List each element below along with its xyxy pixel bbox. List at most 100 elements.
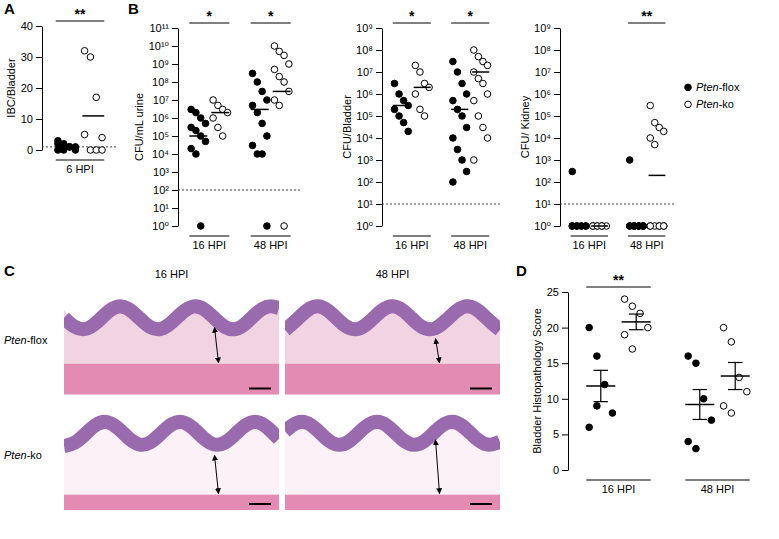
category-bar: [685, 479, 749, 480]
data-point: [720, 403, 727, 410]
figure: A010203040IBC/Bladder6 HPI**B10⁰10¹10²10…: [0, 0, 779, 539]
data-point: [93, 94, 100, 101]
legend-marker: [685, 101, 692, 108]
data-point: [693, 360, 700, 367]
tick-mark: [376, 204, 382, 205]
data-point: [193, 151, 200, 158]
tick: 5: [553, 428, 568, 440]
legend-marker: [685, 84, 692, 91]
tick-label: 10²: [357, 176, 373, 188]
tick-label: 10¹¹: [149, 22, 169, 34]
significance-label: *: [467, 8, 473, 24]
muscle: [64, 495, 279, 510]
category-label: 48 HPI: [254, 239, 288, 251]
tick: 10²: [357, 176, 382, 188]
tick-label: 10⁰: [152, 220, 169, 232]
data-point: [450, 97, 457, 104]
data-point: [484, 135, 491, 142]
data-point: [254, 109, 261, 116]
scale-bar: [249, 503, 271, 505]
legend-label: Pten-flox: [696, 81, 740, 93]
tick-mark: [172, 46, 178, 47]
tick: 30: [21, 51, 42, 63]
data-point: [421, 113, 428, 120]
panel-letter: D: [516, 262, 527, 279]
tick-mark: [562, 328, 568, 329]
tick-mark: [376, 94, 382, 95]
center-line: [414, 87, 431, 89]
tick: 10¹⁰: [149, 40, 178, 52]
tick-mark: [172, 82, 178, 83]
tick-label: 20: [547, 322, 559, 334]
data-point: [645, 324, 652, 331]
error-cap: [728, 362, 743, 363]
error-cap: [629, 329, 644, 330]
category-bar: [56, 159, 105, 160]
tick-mark: [562, 292, 568, 293]
data-point: [480, 124, 487, 131]
significance-label: **: [641, 8, 652, 24]
data-point: [660, 128, 667, 135]
tick-mark: [36, 88, 42, 89]
tick: 10⁷: [153, 94, 178, 106]
plot-area: [178, 43, 302, 230]
detection-limit: [42, 146, 118, 147]
data-point: [471, 47, 478, 54]
center-line: [571, 225, 588, 227]
data-point: [484, 62, 491, 69]
data-point: [647, 135, 654, 142]
data-point: [744, 388, 751, 395]
data-point: [210, 97, 217, 104]
significance-label: *: [207, 8, 213, 24]
data-point: [188, 145, 195, 152]
category-label: 16 HPI: [602, 483, 636, 495]
tick-mark: [172, 172, 178, 173]
error-cap: [629, 313, 644, 314]
tick-mark: [376, 116, 382, 117]
tick: 20: [547, 322, 568, 334]
tick-label: 0: [27, 144, 33, 156]
data-point: [405, 128, 412, 135]
data-point: [647, 223, 654, 230]
tick-mark: [172, 208, 178, 209]
muscle: [285, 364, 500, 395]
center-line: [56, 146, 78, 148]
tick-label: 25: [547, 286, 559, 298]
tick-label: 10⁰: [356, 220, 373, 232]
data-point: [396, 91, 403, 98]
tick-mark: [554, 204, 560, 205]
tick-label: 10¹: [535, 198, 551, 210]
histology-image: [64, 401, 279, 511]
tick-mark: [36, 150, 42, 151]
data-point: [202, 120, 209, 127]
tick-label: 0: [553, 464, 559, 476]
tick-mark: [554, 94, 560, 95]
data-point: [594, 403, 601, 410]
data-point: [400, 119, 407, 126]
tick: 10⁶: [152, 112, 178, 124]
data-point: [454, 69, 461, 76]
data-point: [412, 62, 419, 69]
histology-image: [285, 401, 500, 511]
tick: 10⁸: [356, 44, 382, 56]
y-axis: 0510152025: [547, 286, 569, 476]
data-point: [264, 223, 271, 230]
data-point: [197, 223, 204, 230]
y-axis: 10⁰10¹10²10³10⁴10⁵10⁶10⁷10⁸10⁹: [356, 22, 382, 232]
plot-area: [382, 47, 500, 204]
tick-label: 10: [21, 113, 33, 125]
detection-limit: [560, 204, 676, 205]
data-point: [459, 80, 466, 87]
category-bar: [451, 235, 489, 236]
data-point: [450, 179, 457, 186]
tick: 0: [27, 144, 42, 156]
plot-area: [560, 102, 676, 229]
center-line: [586, 385, 615, 387]
data-point: [736, 374, 743, 381]
data-point: [463, 124, 470, 131]
tick-label: 10¹: [153, 202, 169, 214]
tick-label: 10⁵: [534, 110, 551, 122]
data-point: [396, 113, 403, 120]
plot-area: [586, 296, 750, 452]
y-axis: 010203040: [21, 20, 43, 156]
